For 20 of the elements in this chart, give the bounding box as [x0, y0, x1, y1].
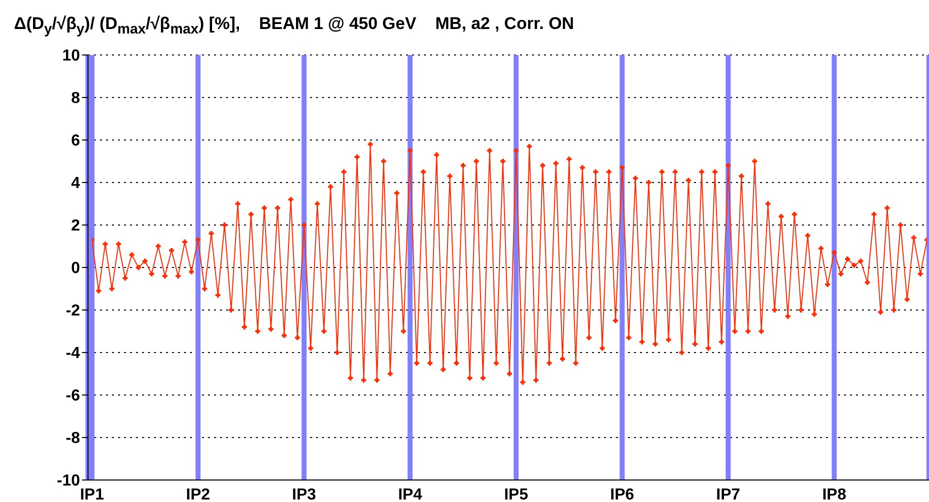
- x-tick-label: IP7: [716, 486, 740, 502]
- y-tick-label: 2: [71, 218, 80, 235]
- y-tick-label: 10: [62, 48, 80, 65]
- x-tick-label: IP4: [398, 486, 422, 502]
- y-tick-label: 8: [71, 90, 80, 108]
- x-tick-label: IP3: [292, 486, 316, 502]
- y-tick-label: 0: [71, 260, 80, 278]
- x-tick-label: IP2: [186, 486, 210, 502]
- y-tick-label: -10: [56, 472, 80, 490]
- y-tick-label: 4: [71, 175, 80, 192]
- y-tick-label: -8: [66, 430, 80, 448]
- x-tick-label: IP1: [80, 486, 104, 502]
- y-tick-label: 6: [71, 132, 80, 150]
- x-tick-label: IP8: [822, 486, 846, 502]
- y-tick-label: -2: [66, 302, 80, 320]
- y-tick-label: -6: [66, 388, 80, 405]
- chart-title: Δ(D$_{y}$/√β$_{y}$)/ (D$_{max}$/√β$_{max}$) [%], BEAM 1 @ 450 GeV MB, a2 , Corr. ON: [14, 14, 574, 38]
- x-tick-label: IP5: [504, 486, 528, 502]
- y-tick-label: -4: [66, 345, 80, 362]
- x-tick-label: IP6: [610, 486, 634, 502]
